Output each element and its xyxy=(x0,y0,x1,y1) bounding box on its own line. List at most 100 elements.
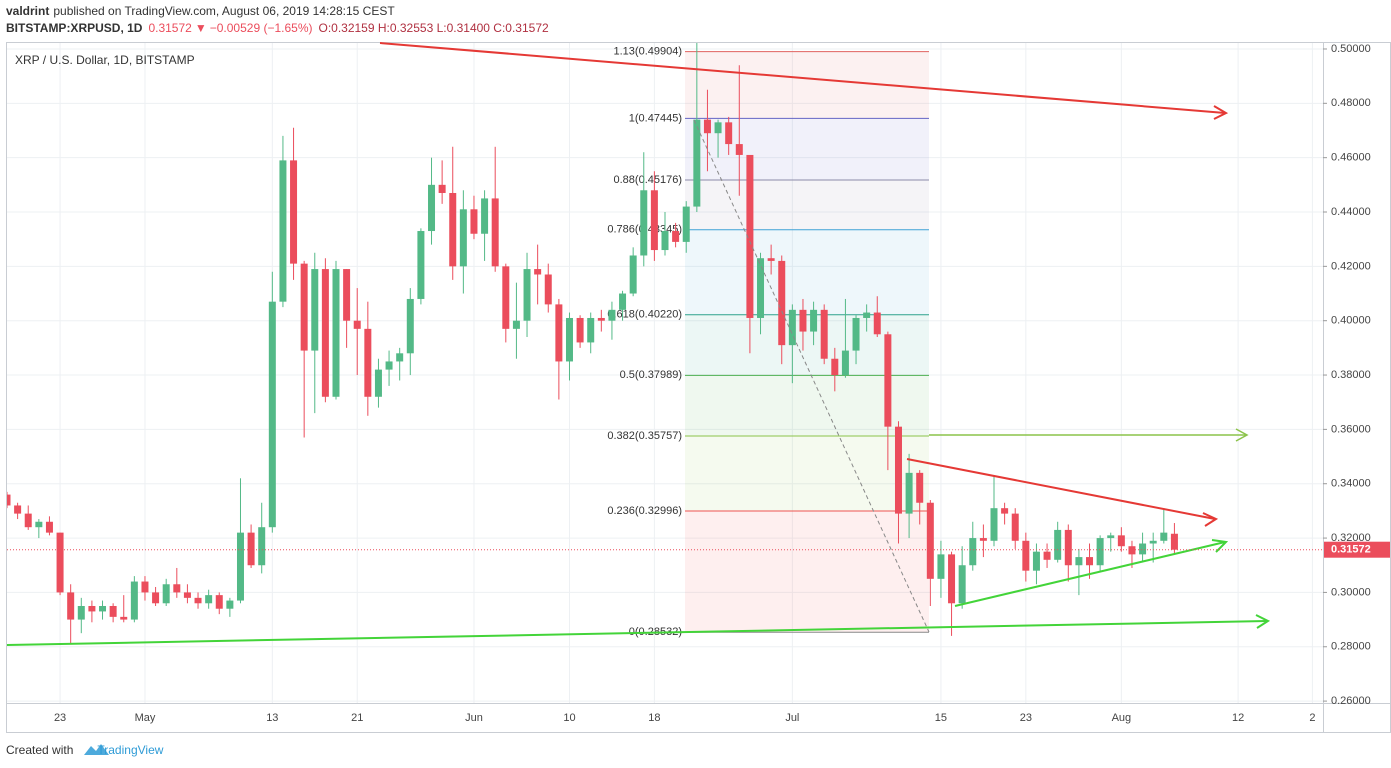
candle-body xyxy=(438,184,446,193)
candle-body xyxy=(428,184,436,232)
x-tick-label: 15 xyxy=(935,712,947,724)
candle-body xyxy=(544,274,552,305)
candle-body xyxy=(555,304,563,362)
candle-body xyxy=(1160,532,1168,541)
candle-body xyxy=(926,502,934,579)
candle-body xyxy=(290,160,298,264)
candle-body xyxy=(183,592,191,598)
candle-body xyxy=(661,231,669,251)
y-tick-label: 0.38000 xyxy=(1331,369,1371,381)
candle-body xyxy=(576,317,584,343)
candle-body xyxy=(1128,546,1136,555)
brand: TradingView xyxy=(97,743,163,757)
x-tick-label: Aug xyxy=(1112,712,1132,724)
candle-body xyxy=(958,565,966,604)
y-tick-label: 0.30000 xyxy=(1331,586,1371,598)
candle-body xyxy=(353,320,361,329)
candles xyxy=(7,43,1178,645)
candle-body xyxy=(1149,540,1157,544)
candle-body xyxy=(693,119,701,207)
candle-body xyxy=(406,298,414,354)
candle-body xyxy=(7,494,11,506)
candle-body xyxy=(332,269,340,397)
candle-body xyxy=(1043,551,1051,560)
x-tick-label: 18 xyxy=(648,712,660,724)
symbol: BITSTAMP:XRPUSD, 1D xyxy=(6,21,143,35)
grid xyxy=(7,43,1323,703)
candle-body xyxy=(14,505,22,514)
fib-zone xyxy=(685,118,929,181)
candle-body xyxy=(321,269,329,397)
candle-body xyxy=(969,538,977,566)
symbol-line: BITSTAMP:XRPUSD, 1D 0.31572 ▼ −0.00529 (−1.… xyxy=(6,21,549,35)
fib-label: 1(0.47445) xyxy=(629,112,682,124)
candle-body xyxy=(725,122,733,145)
candle-body xyxy=(311,269,319,351)
price-label: 0.31572 xyxy=(1331,544,1371,556)
published: published on TradingView.com, August 06,… xyxy=(53,4,395,18)
candle-body xyxy=(385,361,393,370)
candle-body xyxy=(799,309,807,332)
fib-zone xyxy=(685,314,929,376)
candle-body xyxy=(650,190,658,251)
candle-body xyxy=(672,231,680,242)
footer: Created with TradingView xyxy=(6,743,164,757)
y-tick-label: 0.50000 xyxy=(1331,43,1371,55)
candle-body xyxy=(215,595,223,609)
x-tick-label: 12 xyxy=(1232,712,1244,724)
candle-body xyxy=(948,554,956,604)
candle-body xyxy=(24,513,32,528)
candle-body xyxy=(417,231,425,299)
ohlc: O:0.32159 H:0.32553 L:0.31400 C:0.31572 xyxy=(318,21,549,35)
x-tick-label: 23 xyxy=(54,712,66,724)
candle-body xyxy=(130,581,138,620)
candle-body xyxy=(512,320,520,329)
axis-labels: 0.26000 0.28000 0.30000 0.32000 0.34000 0.360… xyxy=(7,43,1390,724)
fib-label: 0.618(0.40220) xyxy=(607,309,682,321)
fib-zone xyxy=(685,180,929,230)
candle-body xyxy=(205,595,213,604)
candle-body xyxy=(109,605,117,617)
candle-body xyxy=(173,584,181,593)
direction: ▼ xyxy=(195,21,207,35)
created-with: Created with xyxy=(6,743,73,757)
candle-body xyxy=(502,266,510,329)
y-tick-label: 0.28000 xyxy=(1331,641,1371,653)
candle-body xyxy=(247,532,255,566)
candle-body xyxy=(979,538,987,541)
candle-body xyxy=(77,605,85,620)
trend-line xyxy=(954,541,1226,607)
chart-title: XRP / U.S. Dollar, 1D, BITSTAMP xyxy=(15,53,195,67)
logo xyxy=(84,744,109,755)
candle-body xyxy=(894,426,902,514)
y-tick-label: 0.32000 xyxy=(1331,532,1371,544)
y-tick-label: 0.26000 xyxy=(1331,695,1371,707)
candle-body xyxy=(67,592,75,620)
candle-body xyxy=(629,255,637,294)
candle-body xyxy=(1170,533,1178,550)
candle-body xyxy=(1117,535,1125,547)
fib-zone xyxy=(685,229,929,315)
candle-body xyxy=(481,198,489,234)
candle-body xyxy=(778,260,786,346)
candle-body xyxy=(152,592,160,604)
candle-body xyxy=(905,472,913,514)
candle-body xyxy=(884,334,892,427)
candle-body xyxy=(682,206,690,242)
candle-body xyxy=(597,317,605,321)
candle-body xyxy=(1064,529,1072,566)
candle-body xyxy=(99,605,107,612)
candle-body xyxy=(735,144,743,155)
candle-body xyxy=(56,532,64,593)
candle-body xyxy=(937,554,945,579)
candle-body xyxy=(268,301,276,528)
fib-label: 0.382(0.35757) xyxy=(607,430,682,442)
candle-body xyxy=(120,616,128,620)
candle-body xyxy=(470,209,478,234)
candle-body xyxy=(565,317,573,362)
y-tick-label: 0.40000 xyxy=(1331,315,1371,327)
x-tick-label: May xyxy=(135,712,156,724)
candle-body xyxy=(1022,540,1030,571)
candle-body xyxy=(258,527,266,566)
